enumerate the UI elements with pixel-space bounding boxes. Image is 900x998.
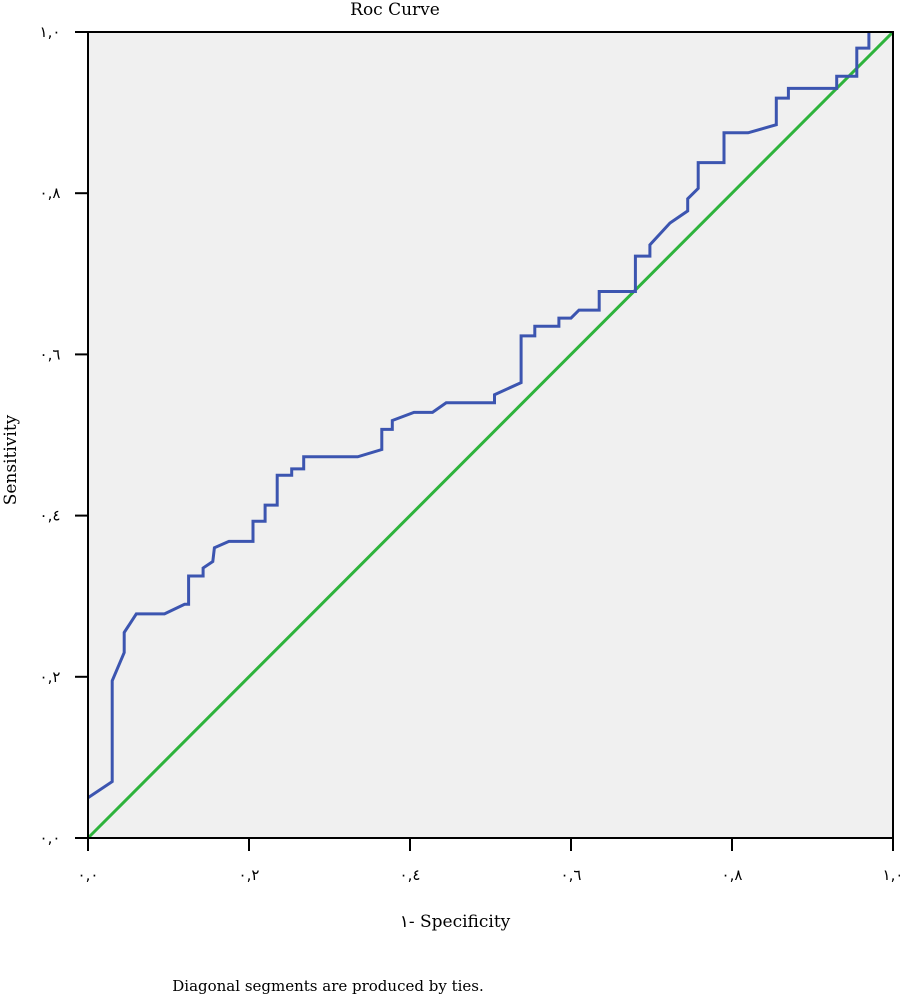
y-tick-label: ٠,٤ [40,507,61,525]
x-tick-label: ٠,٦ [561,866,582,884]
y-tick-label: ٠,٠ [40,829,61,847]
x-tick-label: ٠,٠ [78,866,99,884]
chart-title: Roc Curve [350,0,440,20]
reference-diagonal-line [86,30,895,840]
y-tick-label: ٠,٨ [40,184,61,202]
x-tick-label: ٠,٤ [400,866,421,884]
y-tick-label: ٠,٢ [40,668,61,686]
y-axis-ticks: ٠,٠ ٠,٢ ٠,٤ ٠,٦ ٠,٨ ١,٠ [40,23,88,847]
x-tick-label: ١,٠ [883,866,900,884]
y-tick-label: ٠,٦ [40,345,61,363]
footnote: Diagonal segments are produced by ties. [172,977,483,995]
roc-curve-line [87,32,871,799]
y-axis-label: Sensitivity [1,414,21,505]
series-layer [86,30,895,840]
plot-frame [87,31,894,839]
x-tick-label: ٠,٨ [722,866,743,884]
x-tick-label: ٠,٢ [239,866,260,884]
x-axis-label: ١- Specificity [400,912,511,932]
x-axis-ticks: ٠,٠ ٠,٢ ٠,٤ ٠,٦ ٠,٨ ١,٠ [78,838,900,884]
y-tick-label: ١,٠ [40,23,61,41]
